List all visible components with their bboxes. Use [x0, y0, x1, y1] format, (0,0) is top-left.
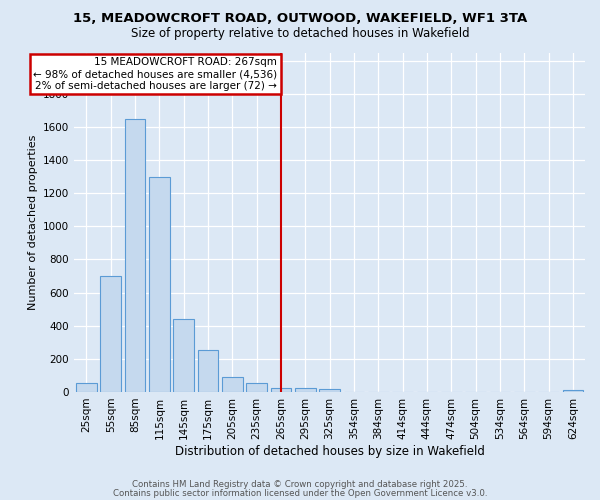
Bar	[563, 390, 583, 392]
Bar	[222, 377, 242, 392]
Bar	[100, 276, 121, 392]
Text: Contains public sector information licensed under the Open Government Licence v3: Contains public sector information licen…	[113, 488, 487, 498]
Bar	[149, 176, 170, 392]
Bar	[295, 388, 316, 392]
Text: Contains HM Land Registry data © Crown copyright and database right 2025.: Contains HM Land Registry data © Crown c…	[132, 480, 468, 489]
Bar	[197, 350, 218, 392]
Bar	[271, 388, 292, 392]
Y-axis label: Number of detached properties: Number of detached properties	[28, 134, 38, 310]
Bar	[76, 383, 97, 392]
Bar	[125, 118, 145, 392]
Bar	[247, 383, 267, 392]
Bar	[173, 319, 194, 392]
Text: Size of property relative to detached houses in Wakefield: Size of property relative to detached ho…	[131, 28, 469, 40]
Text: 15 MEADOWCROFT ROAD: 267sqm
← 98% of detached houses are smaller (4,536)
2% of s: 15 MEADOWCROFT ROAD: 267sqm ← 98% of det…	[33, 58, 277, 90]
X-axis label: Distribution of detached houses by size in Wakefield: Distribution of detached houses by size …	[175, 444, 485, 458]
Text: 15, MEADOWCROFT ROAD, OUTWOOD, WAKEFIELD, WF1 3TA: 15, MEADOWCROFT ROAD, OUTWOOD, WAKEFIELD…	[73, 12, 527, 26]
Bar	[319, 388, 340, 392]
